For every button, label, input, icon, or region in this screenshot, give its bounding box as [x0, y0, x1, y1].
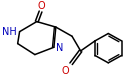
- Text: O: O: [38, 1, 45, 11]
- Text: O: O: [62, 66, 69, 76]
- Text: NH: NH: [2, 27, 17, 37]
- Text: N: N: [56, 43, 63, 53]
